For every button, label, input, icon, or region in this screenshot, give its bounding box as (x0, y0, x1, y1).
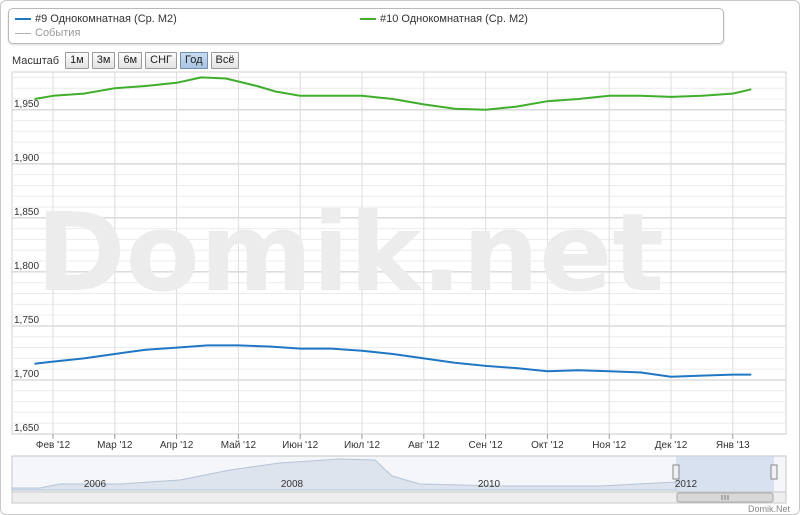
x-tick-label: Авг '12 (408, 440, 440, 451)
x-tick-label: Сен '12 (469, 440, 504, 451)
legend-item-series-b[interactable]: #10 Однокомнатная (Ср. М2) (360, 13, 528, 25)
x-tick-label: Окт '12 (531, 440, 564, 451)
scrollbar-track[interactable] (11, 491, 787, 504)
y-tick-label: 1,900 (14, 153, 39, 164)
navigator-selection[interactable] (676, 456, 774, 492)
x-axis-labels: Фев '12 Мар '12 Апр '12 Май '12 Июн '12 Июл '… (36, 440, 750, 451)
zoom-toolbar: Масштаб 1м 3м 6м СНГ Год Всё (12, 52, 242, 69)
zoom-label: Масштаб (12, 54, 60, 67)
grid-major (12, 109, 786, 435)
credit-text[interactable]: Domik.Net (748, 504, 791, 514)
navigator-year-label: 2012 (675, 479, 698, 490)
watermark: Domik.net (36, 191, 664, 316)
y-tick-label: 1,650 (14, 423, 39, 434)
series-line-10 (34, 76, 752, 111)
navigator-handle-left[interactable] (672, 464, 680, 480)
legend-swatch-series-b (360, 18, 376, 20)
x-tick-label: Июн '12 (282, 440, 318, 451)
y-tick-label: 1,700 (14, 369, 39, 380)
navigator-labels: 2006 2008 2010 2012 (84, 479, 698, 490)
zoom-button-6m[interactable]: 6м (118, 52, 143, 69)
y-tick-label: 1,950 (14, 99, 39, 110)
y-tick-label: 1,850 (14, 207, 39, 218)
legend-label-series-a: #9 Однокомнатная (Ср. М2) (35, 13, 177, 25)
zoom-button-ytd[interactable]: СНГ (145, 52, 177, 69)
series-line-9 (34, 344, 752, 378)
legend-item-events[interactable]: События (15, 27, 80, 39)
scrollbar[interactable] (11, 491, 787, 504)
x-tick-label: Май '12 (221, 440, 257, 451)
zoom-button-1m[interactable]: 1м (65, 52, 89, 69)
legend-label-events: События (35, 27, 81, 39)
grid-minor (12, 76, 786, 424)
navigator[interactable]: 2006 2008 2010 2012 (11, 455, 787, 493)
x-tick-label: Янв '13 (716, 440, 750, 451)
legend-item-series-a[interactable]: #9 Однокомнатная (Ср. М2) (15, 13, 177, 25)
series-layer[interactable] (34, 76, 752, 378)
x-tick-label: Фев '12 (36, 440, 71, 451)
zoom-button-3m[interactable]: 3м (91, 52, 116, 69)
legend: #9 Однокомнатная (Ср. М2) #10 Однокомнат… (8, 8, 724, 44)
x-tick-label: Ноя '12 (592, 440, 626, 451)
y-axis-labels: 1,650 1,700 1,750 1,800 1,850 1,900 1,950 (14, 99, 39, 434)
zoom-button-all[interactable]: Всё (210, 52, 240, 69)
x-tick-label: Апр '12 (160, 440, 194, 451)
x-tick-label: Мар '12 (97, 440, 133, 451)
x-tick-label: Июл '12 (344, 440, 381, 451)
legend-swatch-events (15, 32, 31, 34)
y-tick-label: 1,800 (14, 261, 39, 272)
legend-swatch-series-a (15, 18, 31, 20)
x-tick-label: Дек '12 (655, 440, 688, 451)
x-grid (52, 72, 734, 439)
plot-area (11, 71, 787, 435)
navigator-year-label: 2006 (84, 479, 107, 490)
navigator-year-label: 2010 (478, 479, 501, 490)
navigator-year-label: 2008 (281, 479, 304, 490)
navigator-handle-right[interactable] (770, 464, 778, 480)
y-tick-label: 1,750 (14, 315, 39, 326)
zoom-button-year[interactable]: Год (179, 52, 208, 69)
legend-label-series-b: #10 Однокомнатная (Ср. М2) (380, 13, 528, 25)
